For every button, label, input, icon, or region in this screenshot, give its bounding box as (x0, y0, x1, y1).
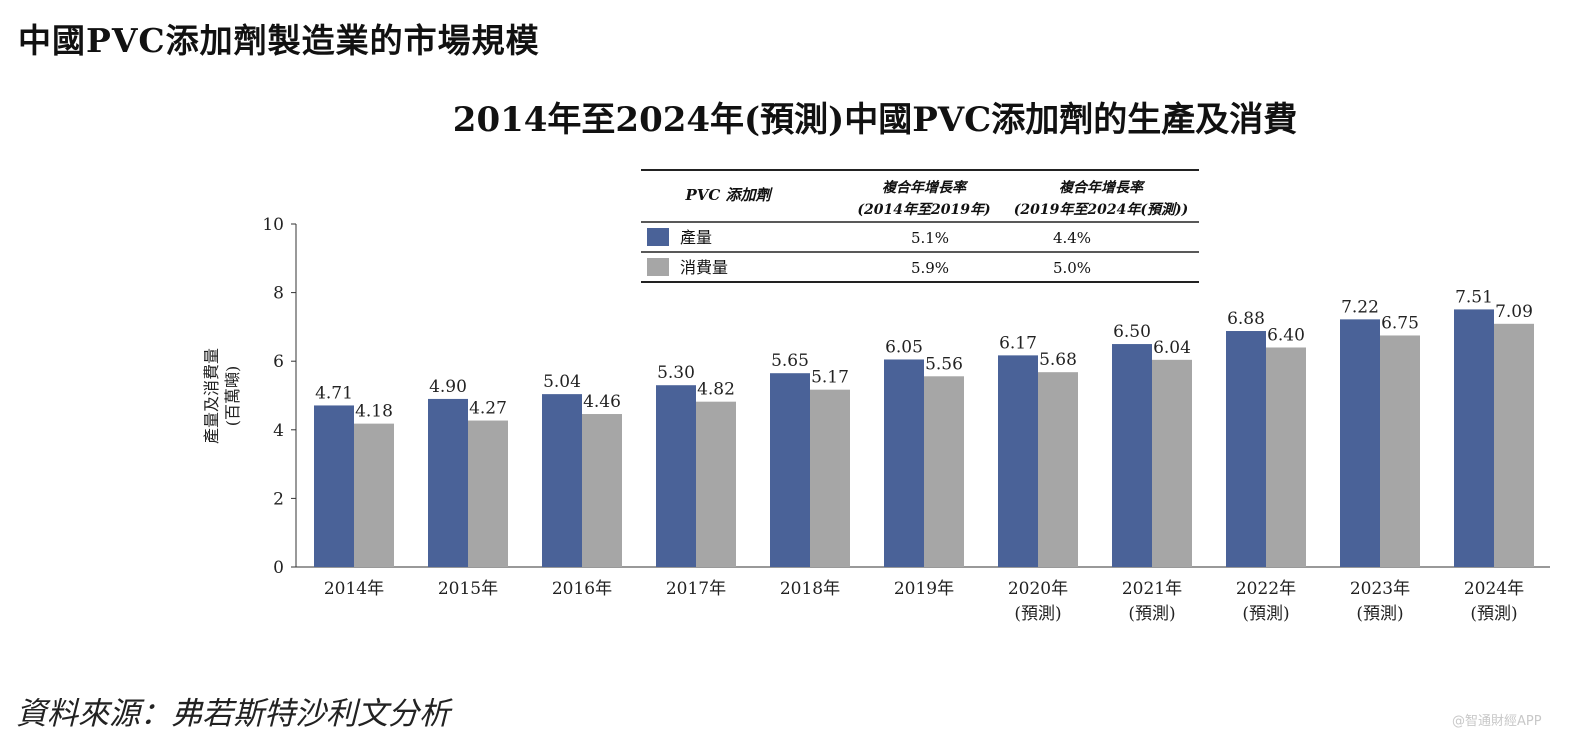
x-tick-label: (預測) (1014, 604, 1061, 624)
cagr-value-col2: 5.0% (1053, 259, 1091, 277)
data-label-production: 6.05 (885, 337, 923, 357)
y-tick-label: 8 (273, 284, 284, 304)
y-axis-title: 產量及消費量 (202, 348, 221, 444)
data-label-consumption: 6.04 (1153, 338, 1191, 358)
x-tick-label: 2021年 (1122, 579, 1182, 599)
chart-title: 2014年至2024年(預測)中國PVC添加劑的生產及消費 (452, 100, 1298, 140)
bar-production (656, 385, 696, 567)
y-axis-unit: (百萬噸) (223, 366, 242, 427)
table-header-col1-period: (2014年至2019年) (857, 201, 990, 218)
data-label-consumption: 7.09 (1495, 302, 1533, 322)
bar-consumption (696, 401, 736, 567)
table-header-col2-period: (2019年至2024年(預測)) (1014, 201, 1188, 218)
data-label-production: 5.30 (657, 363, 695, 383)
x-tick-label: 2022年 (1236, 579, 1296, 599)
data-label-consumption: 6.40 (1267, 325, 1305, 345)
bar-production (542, 394, 582, 567)
data-label-production: 6.17 (999, 333, 1037, 353)
data-label-consumption: 5.68 (1039, 350, 1077, 370)
data-label-production: 5.65 (771, 351, 809, 371)
chart-x-ticks: 2014年 2015年 2016年 2017年 2018年 2019年 2020年 (預測) 2… (324, 579, 1524, 624)
y-tick-label: 6 (273, 352, 284, 372)
x-tick-label: 2018年 (780, 579, 840, 599)
x-tick-label: (預測) (1242, 604, 1289, 624)
x-tick-label: 2020年 (1008, 579, 1068, 599)
cagr-value-col1: 5.9% (911, 259, 949, 277)
bar-consumption (1152, 359, 1192, 567)
x-tick-label: 2024年 (1464, 579, 1524, 599)
x-tick-label: 2017年 (666, 579, 726, 599)
y-tick-label: 2 (273, 489, 284, 509)
data-label-production: 7.22 (1341, 297, 1379, 317)
bar-production (1340, 319, 1380, 567)
bar-production (428, 398, 468, 567)
chart-bars (314, 309, 1534, 567)
x-tick-label: (預測) (1128, 604, 1175, 624)
data-label-production: 6.88 (1227, 309, 1265, 329)
x-tick-label: 2014年 (324, 579, 384, 599)
table-header-col2: 複合年增長率 (1059, 179, 1146, 196)
legend-label: 消費量 (680, 258, 728, 277)
bar-production (770, 373, 810, 567)
table-header-col1: 複合年增長率 (882, 179, 969, 196)
data-label-production: 4.90 (429, 377, 467, 397)
bar-production (314, 405, 354, 567)
data-label-consumption: 4.46 (583, 392, 621, 412)
x-tick-label: (預測) (1470, 604, 1517, 624)
data-label-consumption: 4.82 (697, 380, 735, 400)
table-header-label: PVC 添加劑 (684, 186, 773, 204)
source-note: 資料來源：弗若斯特沙利文分析 (16, 696, 450, 732)
bar-production (1454, 309, 1494, 567)
bar-production (884, 359, 924, 567)
data-label-production: 4.71 (315, 383, 353, 403)
x-tick-label: 2016年 (552, 579, 612, 599)
data-label-production: 7.51 (1455, 287, 1493, 307)
y-tick-label: 10 (262, 215, 284, 235)
x-tick-label: (預測) (1356, 604, 1403, 624)
watermark: @智通財經APP (1452, 714, 1542, 729)
bar-consumption (1494, 323, 1534, 567)
y-axis-label: 產量及消費量 (百萬噸) (202, 348, 242, 444)
legend-swatch (647, 258, 669, 276)
bar-consumption (1266, 347, 1306, 567)
x-tick-label: 2023年 (1350, 579, 1410, 599)
y-tick-label: 4 (273, 421, 284, 441)
bar-consumption (1380, 335, 1420, 567)
bar-consumption (810, 389, 850, 567)
data-label-production: 5.04 (543, 372, 581, 392)
bar-production (998, 355, 1038, 567)
cagr-table: PVC 添加劑 複合年增長率 (2014年至2019年) 複合年增長率 (2019年至2… (641, 169, 1199, 283)
data-label-consumption: 4.18 (355, 402, 393, 422)
bar-consumption (354, 423, 394, 567)
y-tick-label: 0 (273, 558, 284, 578)
data-label-consumption: 6.75 (1381, 313, 1419, 333)
bar-consumption (468, 420, 508, 567)
bar-production (1226, 331, 1266, 567)
cagr-value-col2: 4.4% (1053, 229, 1091, 247)
bar-consumption (1038, 372, 1078, 567)
section-title: 中國PVC添加劑製造業的市場規模 (18, 21, 540, 60)
x-tick-label: 2015年 (438, 579, 498, 599)
data-label-consumption: 5.17 (811, 368, 849, 388)
x-tick-label: 2019年 (894, 579, 954, 599)
bar-consumption (582, 414, 622, 567)
chart-data-labels: 4.714.18 4.904.27 5.044.46 5.304.82 5.655.17… (315, 287, 1533, 421)
data-label-consumption: 5.56 (925, 354, 963, 374)
data-label-consumption: 4.27 (469, 399, 507, 419)
cagr-value-col1: 5.1% (911, 229, 949, 247)
data-label-production: 6.50 (1113, 322, 1151, 342)
legend-label: 產量 (680, 228, 712, 247)
legend-swatch (647, 228, 669, 246)
bar-production (1112, 344, 1152, 567)
bar-consumption (924, 376, 964, 567)
